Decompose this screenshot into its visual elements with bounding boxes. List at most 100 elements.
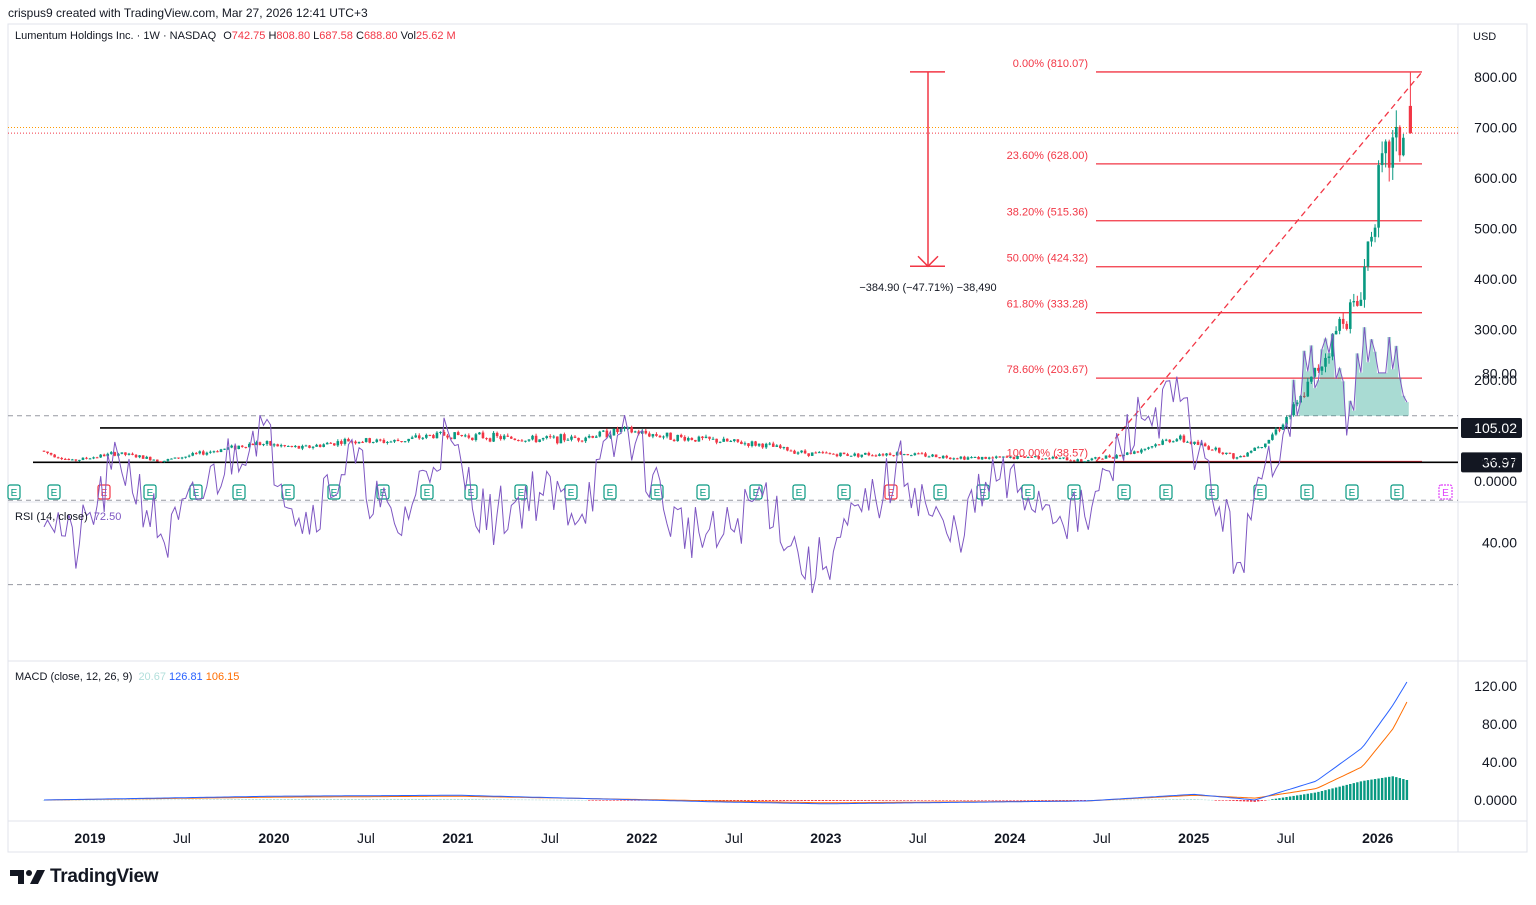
measure-arrowhead — [917, 255, 939, 268]
candle-body — [495, 432, 499, 437]
macd-histogram-bar — [255, 799, 258, 800]
macd-histogram-bar — [1377, 778, 1380, 800]
earnings-marker — [696, 484, 710, 500]
macd-histogram-bar — [895, 800, 899, 801]
candle-body — [881, 454, 885, 456]
candle-body — [276, 444, 279, 447]
macd-histogram-bar — [513, 799, 517, 801]
candle-body — [892, 455, 895, 457]
candle-body — [1157, 444, 1161, 446]
macd-histogram-bar — [1295, 795, 1299, 800]
candle-body — [1363, 266, 1366, 300]
macd-histogram-bar — [435, 799, 439, 800]
candle-body — [1037, 456, 1041, 459]
candle-body — [1324, 357, 1327, 367]
macd-histogram-bar — [64, 799, 67, 801]
time-axis-label: 2020 — [258, 830, 289, 846]
candle-body — [474, 434, 478, 441]
symbol-legend[interactable]: Lumentum Holdings Inc. · 1W · NASDAQ O74… — [15, 30, 456, 42]
macd-histogram-bar — [279, 799, 283, 800]
time-axis-label: 2023 — [810, 830, 841, 846]
macd-histogram-bar — [219, 799, 223, 800]
candle-body — [548, 436, 552, 438]
candle-body — [602, 430, 605, 432]
candle-body — [393, 439, 396, 442]
candle-body — [963, 456, 966, 460]
candle-body — [906, 454, 910, 456]
macd-histogram-bar — [92, 799, 95, 801]
candle-body — [956, 458, 959, 460]
candle-body — [1366, 241, 1370, 267]
macd-histogram-bar — [757, 800, 761, 801]
rsi-legend[interactable]: RSI (14, close) 72.50 — [15, 511, 121, 523]
macd-histogram-bar — [81, 799, 85, 801]
candle-body — [67, 459, 71, 461]
candle-body — [888, 453, 892, 456]
macd-histogram-bar — [1331, 788, 1334, 800]
candle-body — [966, 457, 970, 460]
candle-body — [223, 448, 226, 450]
macd-histogram-bar — [396, 799, 400, 800]
candle-body — [694, 439, 697, 442]
candle-body — [301, 445, 304, 449]
macd-histogram-bar — [1175, 799, 1179, 800]
candle-body — [407, 438, 410, 442]
macd-histogram-bar — [1235, 800, 1239, 802]
candle-body — [931, 454, 934, 457]
candle-body — [871, 455, 874, 457]
macd-histogram-bar — [849, 800, 853, 801]
macd-histogram-bar — [382, 799, 386, 800]
macd-histogram-bar — [541, 799, 545, 801]
macd-histogram-bar — [910, 800, 913, 801]
candle-body — [1090, 458, 1094, 461]
macd-histogram-bar — [729, 800, 732, 801]
macd-histogram-bar — [1324, 790, 1327, 800]
tradingview-logo[interactable]: TradingView — [10, 866, 159, 888]
candle-body — [1352, 301, 1356, 303]
macd-histogram-bar — [1143, 799, 1147, 801]
currency-label[interactable]: USD — [1473, 31, 1497, 43]
macd-histogram-bar — [1179, 799, 1182, 800]
time-axis-label: 2022 — [626, 830, 657, 846]
macd-histogram-bar — [1044, 800, 1048, 801]
candle-body — [506, 435, 510, 437]
candle-body — [920, 453, 924, 455]
macd-histogram-bar — [1306, 793, 1309, 800]
candle-body — [623, 427, 626, 429]
candle-body — [874, 455, 878, 457]
candle-body — [417, 435, 421, 439]
candle-body — [1391, 137, 1395, 168]
macd-histogram-bar — [1019, 800, 1023, 801]
candle-body — [541, 438, 545, 440]
candle-body — [807, 453, 810, 456]
macd-histogram-bar — [1317, 791, 1320, 800]
candle-body — [1295, 402, 1299, 405]
candle-body — [1408, 105, 1412, 134]
macd-histogram-bar — [1310, 793, 1313, 800]
candle-body — [775, 445, 779, 447]
macd-histogram-bar — [1168, 799, 1171, 800]
candle-body — [987, 457, 991, 459]
macd-histogram-bar — [74, 799, 78, 801]
macd-histogram-bar — [839, 800, 842, 801]
candle-body — [616, 428, 619, 433]
macd-histogram-bar — [892, 800, 895, 801]
candle-body — [400, 441, 403, 443]
candle-body — [212, 451, 216, 453]
macd-histogram-bar — [956, 800, 959, 801]
candle-body — [180, 457, 184, 459]
macd-histogram-bar — [913, 800, 917, 801]
macd-histogram-bar — [881, 800, 885, 801]
candle-body — [85, 457, 88, 459]
candle-body — [95, 457, 99, 459]
candle-body — [216, 451, 219, 453]
earnings-marker-label: E — [841, 488, 848, 499]
candle-body — [336, 441, 340, 446]
candle-body — [669, 432, 672, 440]
macd-legend[interactable]: MACD (close, 12, 26, 9) 20.67 126.81 106… — [15, 671, 239, 683]
candle-body — [729, 441, 733, 443]
candle-body — [71, 459, 74, 461]
macd-histogram-bar — [170, 799, 173, 801]
macd-histogram-bar — [587, 800, 591, 801]
